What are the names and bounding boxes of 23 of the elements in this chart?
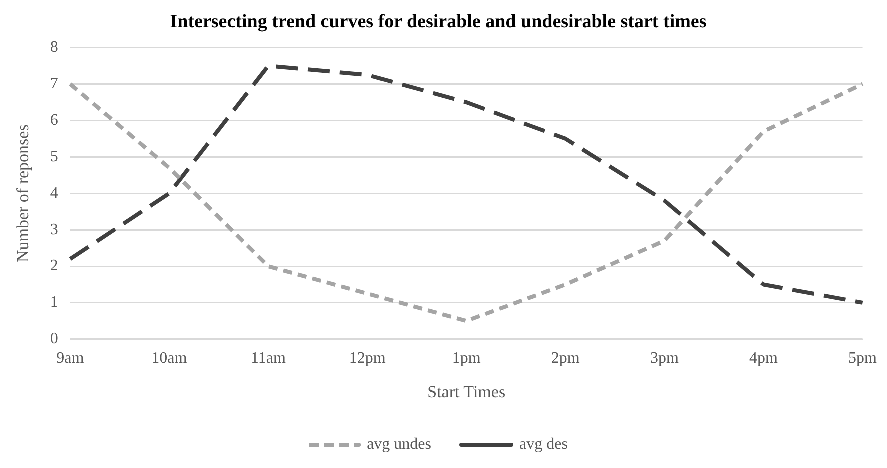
x-tick-label: 3pm (650, 350, 680, 368)
y-tick-label: 4 (50, 184, 58, 202)
x-tick-label: 5pm (848, 350, 878, 368)
x-tick-label: 10am (152, 350, 188, 368)
y-tick-label: 1 (50, 294, 58, 312)
chart-title: Intersecting trend curves for desirable and undesirable start times (170, 11, 707, 32)
y-axis-title: Number of reponses (14, 124, 33, 263)
x-tick-label: 4pm (750, 350, 779, 368)
x-axis-title: Start Times (428, 382, 506, 402)
y-tick-label: 2 (50, 258, 58, 275)
legend-label: avg undes (367, 436, 432, 454)
y-tick-label: 8 (50, 39, 58, 56)
y-tick-label: 3 (50, 221, 58, 238)
y-tick-label: 5 (50, 148, 58, 166)
x-tick-label: 1pm (452, 350, 482, 368)
y-tick-label: 0 (50, 330, 58, 348)
x-tick-label: 2pm (551, 350, 580, 368)
x-tick-label: 11am (251, 350, 287, 368)
y-tick-label: 6 (50, 112, 58, 129)
y-tick-label: 7 (50, 75, 58, 92)
x-tick-label: 12pm (349, 350, 386, 368)
legend-label: avg des (520, 436, 568, 454)
x-tick-label: 9am (56, 350, 85, 368)
